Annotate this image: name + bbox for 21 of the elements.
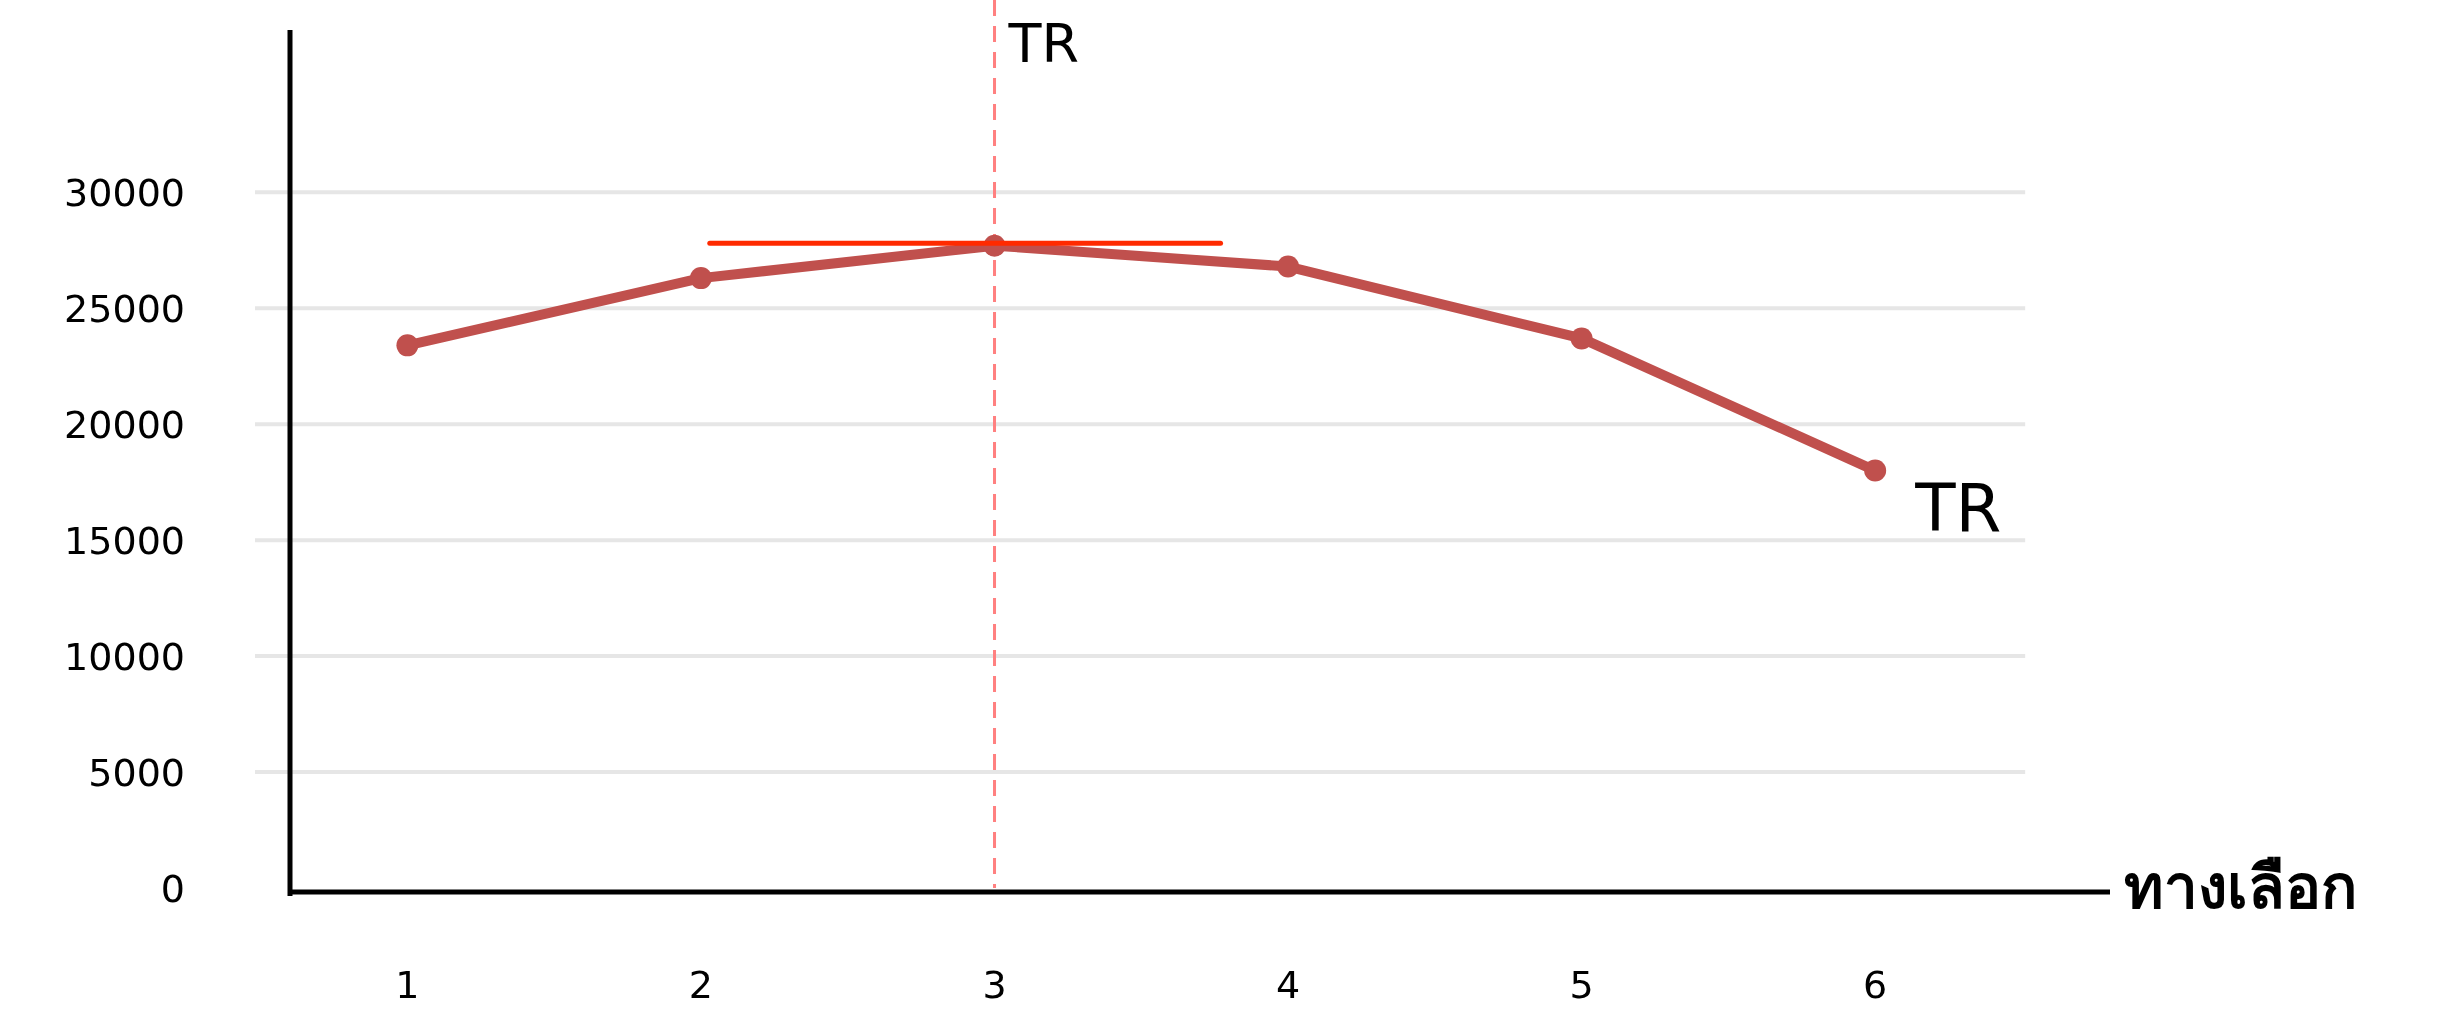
point bbox=[1864, 459, 1887, 482]
x-tick-label: 5 bbox=[1569, 963, 1594, 1007]
x-tick-label: 2 bbox=[688, 963, 714, 1007]
y-tick-label: 30000 bbox=[64, 171, 185, 216]
point bbox=[689, 267, 712, 290]
y-tick-label: 10000 bbox=[64, 635, 185, 680]
y-tick-label: 25000 bbox=[64, 287, 185, 332]
x-tick-label: 4 bbox=[1275, 963, 1301, 1007]
y-tick-label: 5000 bbox=[88, 751, 185, 796]
x-tick-label: 1 bbox=[395, 963, 420, 1007]
y-tick-label: 0 bbox=[160, 867, 185, 911]
x-axis-title: ทางเลือก bbox=[2124, 852, 2357, 922]
point bbox=[1277, 255, 1300, 278]
y-tick-label: 20000 bbox=[64, 403, 185, 448]
series-label: TR bbox=[1914, 469, 2002, 547]
point bbox=[1570, 327, 1593, 350]
x-tick-label: 6 bbox=[1863, 963, 1888, 1007]
ref-line-label: TR bbox=[1007, 12, 1080, 75]
point bbox=[396, 334, 419, 357]
x-tick-label: 3 bbox=[982, 963, 1007, 1007]
y-tick-label: 15000 bbox=[64, 519, 185, 564]
